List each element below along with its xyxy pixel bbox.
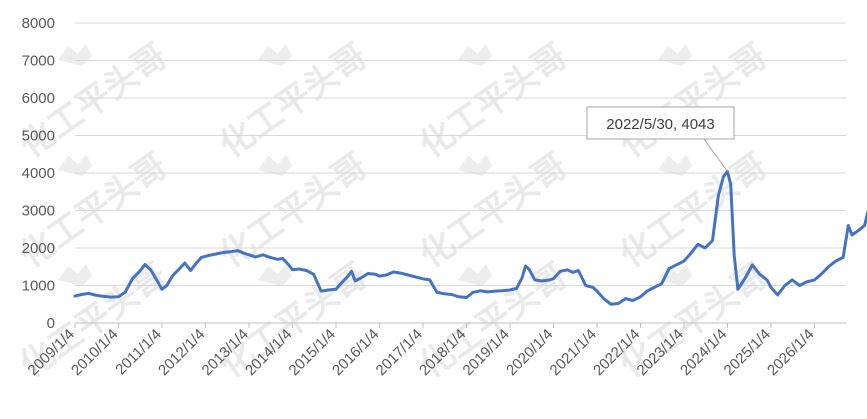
x-axis: 2009/1/42010/1/42011/1/42012/1/42013/1/4… — [25, 322, 846, 379]
series-layer — [73, 169, 867, 306]
y-tick-label: 5000 — [22, 128, 55, 145]
watermark-logo — [258, 154, 292, 176]
x-tick-label: 2020/1/4 — [503, 326, 556, 379]
watermark-logo — [458, 44, 492, 66]
callout-box — [586, 106, 735, 140]
x-tick-label: 2026/1/4 — [764, 326, 817, 379]
series-line — [73, 169, 867, 306]
watermark-logo — [258, 44, 292, 66]
watermark-logo — [458, 264, 492, 286]
watermark-logo — [58, 154, 92, 176]
watermark-text: 化工平头哥 — [213, 37, 374, 166]
watermark-text: 化工平头哥 — [613, 37, 774, 166]
data-callout: 2022/5/30, 4043 — [586, 106, 735, 172]
watermark-logo — [58, 264, 92, 286]
y-tick-label: 3000 — [22, 203, 55, 220]
callout-leader-line — [703, 138, 728, 172]
y-tick-label: 1000 — [22, 278, 55, 295]
watermark-logo — [658, 264, 692, 286]
y-tick-label: 8000 — [22, 15, 55, 32]
x-tick-label: 2021/1/4 — [547, 326, 600, 379]
watermark-logo — [58, 44, 92, 66]
x-tick-label: 2012/1/4 — [155, 326, 208, 379]
y-tick-label: 0 — [47, 315, 55, 332]
callout-label: 2022/5/30, 4043 — [606, 116, 714, 133]
y-tick-label: 4000 — [22, 165, 55, 182]
x-tick-label: 2011/1/4 — [112, 326, 165, 379]
y-tick-label: 6000 — [22, 90, 55, 107]
gridlines — [75, 22, 846, 286]
watermark-logo — [258, 264, 292, 286]
watermark-logo — [458, 154, 492, 176]
y-axis-tick-labels: 0 1000 2000 3000 4000 5000 6000 7000 8000 — [22, 15, 55, 332]
y-tick-label: 2000 — [22, 240, 55, 257]
watermark-text: 化工平头哥 — [413, 37, 574, 166]
watermark-logo — [658, 44, 692, 66]
x-tick-label: 2016/1/4 — [329, 326, 382, 379]
x-tick-label: 2025/1/4 — [721, 326, 774, 379]
watermark-logo — [658, 154, 692, 176]
y-tick-label: 7000 — [22, 53, 55, 70]
